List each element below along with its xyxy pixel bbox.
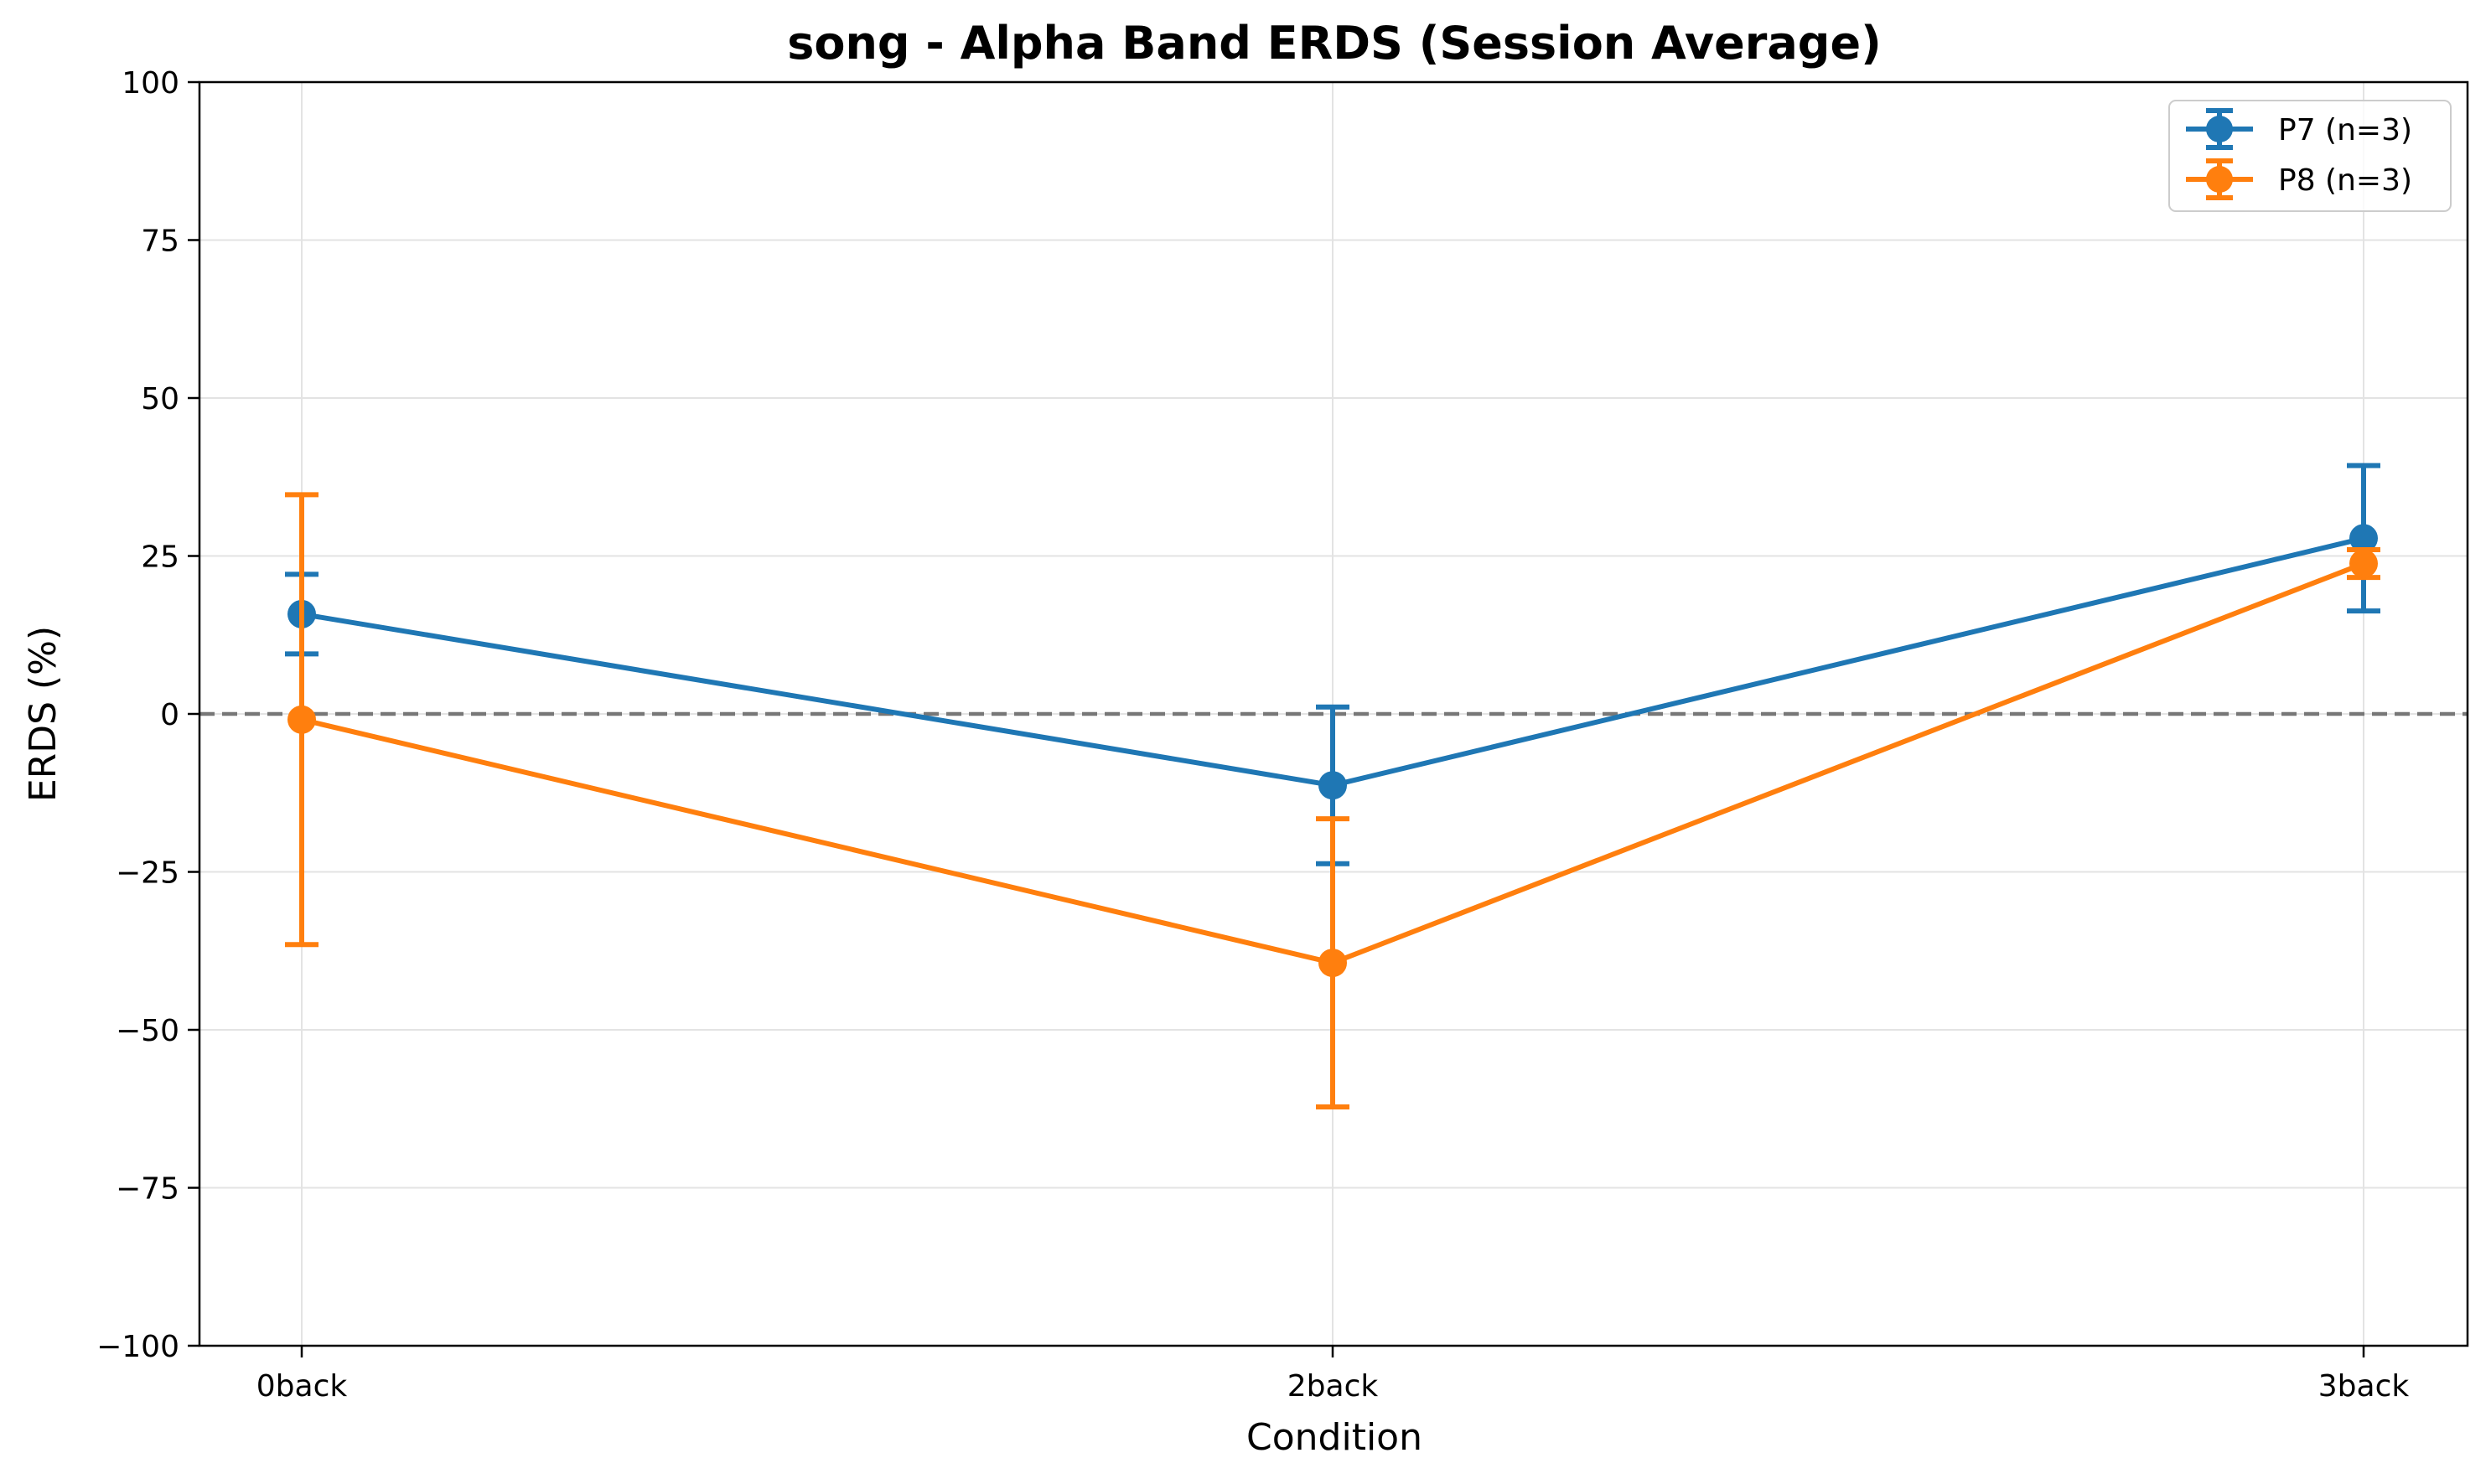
chart-title: song - Alpha Band ERDS (Session Average) — [787, 17, 1882, 70]
legend-marker — [2206, 116, 2233, 142]
y-tick-label: −75 — [116, 1172, 179, 1207]
x-axis: 0back 2back 3back — [256, 1346, 2410, 1404]
data-point — [1318, 949, 1347, 978]
data-point — [2349, 524, 2378, 553]
legend-item: P8 (n=3) — [2186, 158, 2412, 200]
x-tick-label: 0back — [256, 1369, 348, 1404]
y-axis-label: ERDS (%) — [22, 626, 65, 802]
y-tick-label: −50 — [116, 1014, 179, 1048]
y-tick-label: 75 — [141, 225, 179, 259]
x-tick-label: 3back — [2318, 1369, 2410, 1404]
y-tick-label: 0 — [160, 698, 179, 732]
data-point — [287, 705, 316, 734]
legend-label: P7 (n=3) — [2278, 113, 2412, 147]
y-tick-label: 100 — [122, 66, 179, 101]
y-axis: 100 75 50 25 0 −25 −50 −75 −100 — [96, 66, 199, 1364]
y-tick-label: −100 — [96, 1330, 179, 1364]
data-point — [2349, 549, 2378, 578]
legend: P7 (n=3) P8 (n=3) — [2168, 100, 2452, 212]
y-tick-label: −25 — [116, 856, 179, 891]
y-tick-label: 50 — [141, 382, 179, 416]
legend-label: P8 (n=3) — [2278, 163, 2412, 198]
legend-marker — [2206, 166, 2233, 193]
data-point — [1318, 771, 1347, 800]
y-tick-label: 25 — [141, 540, 179, 575]
series-2 — [285, 492, 2380, 1109]
x-axis-label: Condition — [1246, 1416, 1422, 1459]
legend-items: P7 (n=3) P8 (n=3) — [2186, 108, 2412, 200]
x-tick-label: 2back — [1287, 1369, 1379, 1404]
series-layer — [285, 463, 2380, 1109]
legend-item: P7 (n=3) — [2186, 108, 2412, 150]
